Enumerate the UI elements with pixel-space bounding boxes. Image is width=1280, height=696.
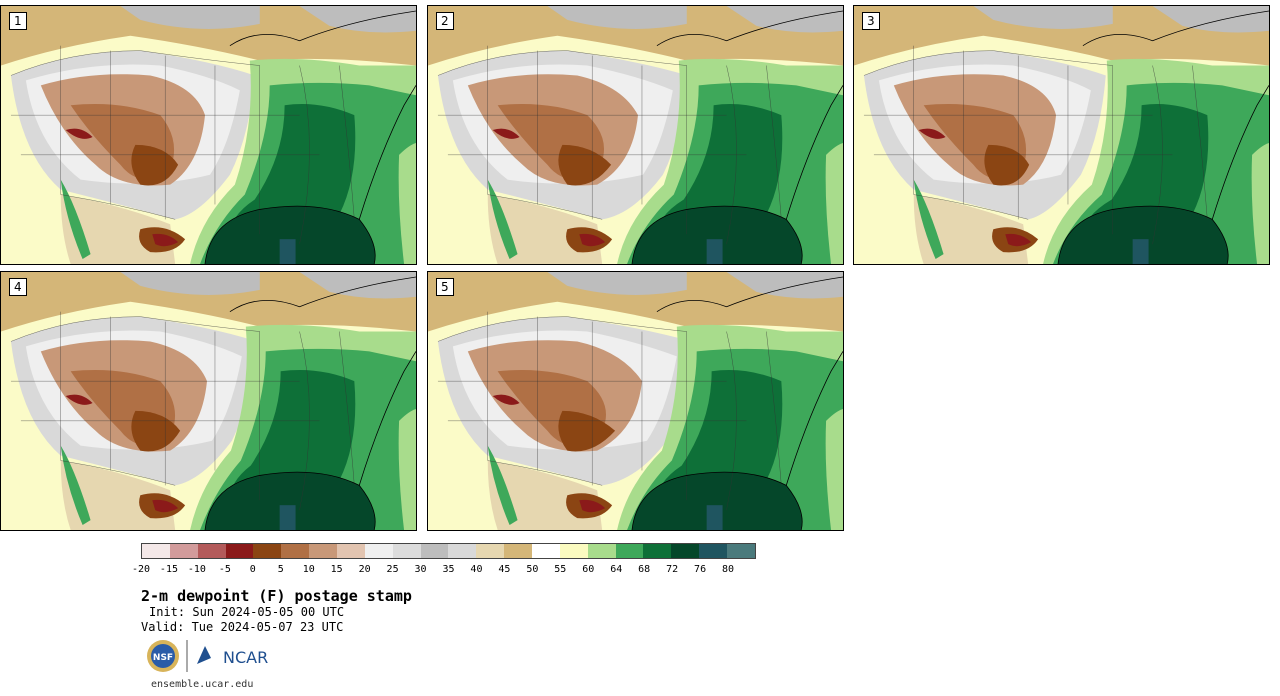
colorbar-tick-label: 30: [414, 564, 427, 575]
colorbar: [141, 543, 756, 559]
colorbar-tick-label: -5: [218, 564, 231, 575]
nsf-logo-icon: NSF: [147, 640, 179, 672]
colorbar-tick-label: 76: [694, 564, 707, 575]
colorbar-tick-label: 45: [498, 564, 511, 575]
colorbar-swatch: [142, 544, 170, 558]
colorbar-tick-label: -10: [187, 564, 206, 575]
panel-label-4: 4: [9, 278, 27, 296]
colorbar-ticks: -20 -15 -10 -5 0 5 10 15 20 25 30 35 40 45 50 55 60 64 68 7…: [0, 564, 1280, 578]
map-panel-5: 5: [427, 271, 844, 531]
colorbar-tick-label: 80: [722, 564, 735, 575]
colorbar-swatch: [727, 544, 755, 558]
colorbar-swatch: [615, 544, 644, 558]
colorbar-swatch: [643, 544, 672, 558]
colorbar-tick-label: 20: [358, 564, 371, 575]
panel-label-3: 3: [862, 12, 880, 30]
colorbar-swatch: [281, 544, 310, 558]
colorbar-swatch: [364, 544, 393, 558]
dewpoint-map-5: [428, 272, 843, 530]
colorbar-swatch: [169, 544, 198, 558]
site-url: ensemble.ucar.edu: [151, 679, 254, 690]
map-panel-2: 2: [427, 5, 844, 265]
colorbar-swatch: [532, 544, 560, 558]
colorbar-tick-label: 60: [582, 564, 595, 575]
colorbar-tick-label: 64: [610, 564, 623, 575]
colorbar-tick-label: -20: [131, 564, 151, 575]
map-panel-3: 3: [853, 5, 1270, 265]
colorbar-tick-label: 40: [470, 564, 483, 575]
nsf-logo-text: NSF: [153, 653, 173, 663]
colorbar-swatch: [559, 544, 588, 558]
dewpoint-map-3: [854, 6, 1269, 264]
colorbar-tick-label: 15: [330, 564, 343, 575]
colorbar-tick-label: 25: [386, 564, 399, 575]
colorbar-swatch: [671, 544, 700, 558]
dewpoint-map-2: [428, 6, 843, 264]
colorbar-swatch: [225, 544, 254, 558]
colorbar-tick-label: 0: [249, 564, 256, 575]
colorbar-tick-label: 55: [554, 564, 567, 575]
colorbar-swatch: [448, 544, 477, 558]
ncar-logo-text: NCAR: [223, 648, 268, 667]
panel-label-5: 5: [436, 278, 454, 296]
colorbar-tick-label: 5: [277, 564, 284, 575]
colorbar-swatch: [309, 544, 338, 558]
colorbar-tick-label: 10: [302, 564, 315, 575]
colorbar-swatch: [420, 544, 449, 558]
map-panel-1: 1: [0, 5, 417, 265]
panel-label-1: 1: [9, 12, 27, 30]
colorbar-swatch: [337, 544, 365, 558]
logos: NSF NCAR: [145, 638, 275, 674]
dewpoint-map-1: [1, 6, 416, 264]
colorbar-tick-label: 68: [638, 564, 651, 575]
colorbar-tick-label: 35: [442, 564, 455, 575]
valid-time: Valid: Tue 2024-05-07 23 UTC: [141, 620, 344, 634]
colorbar-tick-label: -15: [159, 564, 178, 575]
colorbar-tick-label: 72: [666, 564, 679, 575]
colorbar-tick-label: 50: [526, 564, 539, 575]
init-time: Init: Sun 2024-05-05 00 UTC: [149, 605, 345, 619]
colorbar-swatch: [476, 544, 505, 558]
colorbar-swatch: [197, 544, 226, 558]
map-panel-4: 4: [0, 271, 417, 531]
colorbar-swatch: [699, 544, 728, 558]
panel-label-2: 2: [436, 12, 454, 30]
colorbar-swatch: [392, 544, 421, 558]
ncar-logo-icon: NCAR: [197, 646, 268, 667]
colorbar-swatch: [587, 544, 616, 558]
colorbar-swatch: [253, 544, 282, 558]
colorbar-swatch: [504, 544, 533, 558]
figure-title: 2-m dewpoint (F) postage stamp: [141, 587, 412, 605]
dewpoint-map-4: [1, 272, 416, 530]
